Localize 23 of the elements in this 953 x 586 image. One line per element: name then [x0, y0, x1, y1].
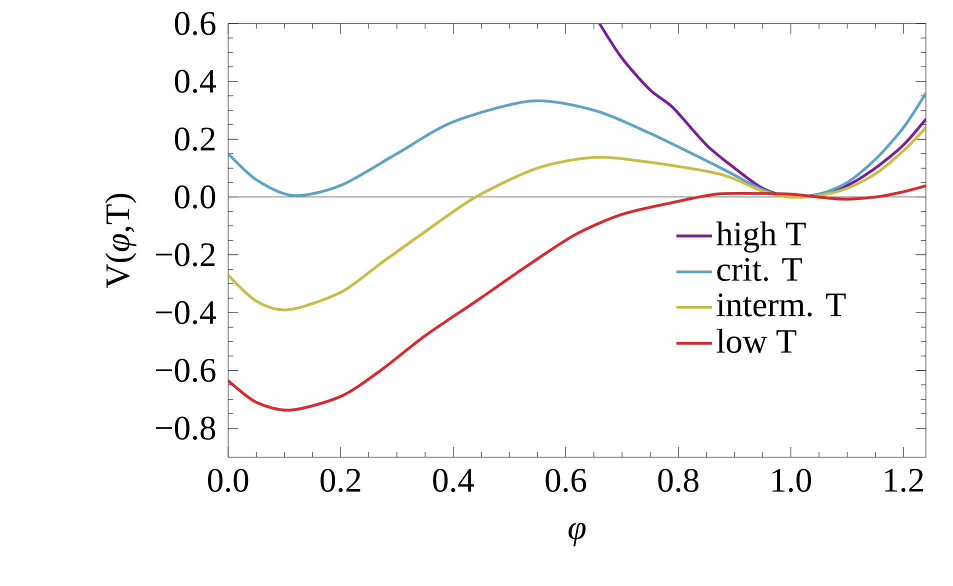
legend-label: crit. T	[717, 258, 802, 281]
y-tick-label: −0.2	[156, 242, 215, 266]
y-tick-label: 0.4	[174, 70, 216, 93]
y-tick-label: −0.6	[156, 358, 216, 382]
y-tick-label: 0.6	[174, 12, 216, 35]
y-axis-title: V(φ,T)	[105, 194, 136, 288]
x-tick-label: 0.4	[433, 468, 474, 492]
x-tick-label: 0.0	[208, 468, 248, 492]
y-tick-label: −0.4	[156, 300, 216, 324]
y-tick-label: 0.0	[174, 185, 216, 208]
x-tick-label: 0.2	[320, 468, 360, 492]
x-tick-label: 1.0	[772, 468, 811, 492]
x-tick-label: 1.2	[885, 468, 923, 492]
x-tick-label: 0.8	[658, 468, 698, 492]
line-series	[228, 184, 926, 412]
x-tick-label: 0.6	[546, 468, 586, 492]
legend-label: low T	[716, 328, 796, 353]
line-series	[228, 91, 926, 198]
legend-label: high T	[716, 221, 806, 252]
x-axis-title: φ	[568, 522, 586, 546]
y-tick-label: 0.2	[174, 127, 215, 151]
y-tick-label: −0.8	[156, 416, 216, 440]
legend-label: interm. T	[716, 293, 846, 316]
